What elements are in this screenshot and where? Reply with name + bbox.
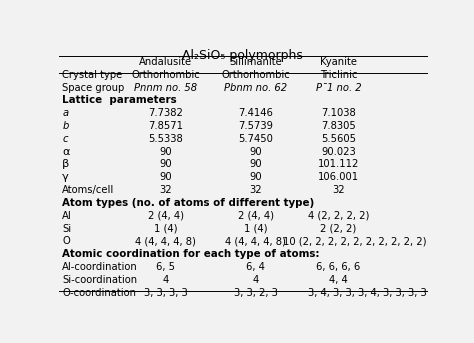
Text: 4 (4, 4, 4, 8): 4 (4, 4, 4, 8) <box>136 236 196 246</box>
Text: Pnnm no. 58: Pnnm no. 58 <box>134 83 197 93</box>
Text: Kyanite: Kyanite <box>320 57 357 67</box>
Text: 32: 32 <box>159 185 172 195</box>
Text: 4, 4: 4, 4 <box>329 275 348 285</box>
Text: 2 (2, 2): 2 (2, 2) <box>320 224 356 234</box>
Text: 7.8305: 7.8305 <box>321 121 356 131</box>
Text: 90: 90 <box>249 147 262 157</box>
Text: 90: 90 <box>249 159 262 169</box>
Text: 5.7450: 5.7450 <box>238 134 273 144</box>
Text: β: β <box>62 159 70 169</box>
Text: O: O <box>62 236 70 246</box>
Text: 90: 90 <box>159 147 172 157</box>
Text: 4 (4, 4, 4, 8): 4 (4, 4, 4, 8) <box>225 236 286 246</box>
Text: Pbnm no. 62: Pbnm no. 62 <box>224 83 287 93</box>
Text: 5.5338: 5.5338 <box>148 134 183 144</box>
Text: 4 (2, 2, 2, 2): 4 (2, 2, 2, 2) <box>308 211 369 221</box>
Text: 7.7382: 7.7382 <box>148 108 183 118</box>
Text: Atoms/cell: Atoms/cell <box>62 185 114 195</box>
Text: Lattice  parameters: Lattice parameters <box>62 95 177 105</box>
Text: 2 (4, 4): 2 (4, 4) <box>148 211 184 221</box>
Text: Orthorhombic: Orthorhombic <box>131 70 200 80</box>
Text: c: c <box>62 134 68 144</box>
Text: 6, 6, 6, 6: 6, 6, 6, 6 <box>316 262 361 272</box>
Text: 2 (4, 4): 2 (4, 4) <box>238 211 274 221</box>
Text: 106.001: 106.001 <box>318 172 359 182</box>
Text: Si: Si <box>62 224 71 234</box>
Text: 4: 4 <box>253 275 259 285</box>
Text: a: a <box>62 108 68 118</box>
Text: 6, 5: 6, 5 <box>156 262 175 272</box>
Text: 32: 32 <box>249 185 262 195</box>
Text: Al: Al <box>62 211 72 221</box>
Text: 7.4146: 7.4146 <box>238 108 273 118</box>
Text: 10 (2, 2, 2, 2, 2, 2, 2, 2, 2, 2): 10 (2, 2, 2, 2, 2, 2, 2, 2, 2, 2) <box>283 236 427 246</box>
Text: b: b <box>62 121 69 131</box>
Text: Crystal type: Crystal type <box>62 70 122 80</box>
Text: 90: 90 <box>249 172 262 182</box>
Text: 7.8571: 7.8571 <box>148 121 183 131</box>
Text: 90: 90 <box>159 159 172 169</box>
Text: 3, 3, 2, 3: 3, 3, 2, 3 <box>234 287 278 298</box>
Text: Andalusite: Andalusite <box>139 57 192 67</box>
Text: α: α <box>62 147 70 157</box>
Text: 90: 90 <box>159 172 172 182</box>
Text: 32: 32 <box>332 185 345 195</box>
Text: Al-coordination: Al-coordination <box>62 262 138 272</box>
Text: Triclinic: Triclinic <box>319 70 357 80</box>
Text: 3, 3, 3, 3: 3, 3, 3, 3 <box>144 287 188 298</box>
Text: Al₂SiO₅ polymorphs: Al₂SiO₅ polymorphs <box>182 49 303 61</box>
Text: 7.1038: 7.1038 <box>321 108 356 118</box>
Text: O-coordination: O-coordination <box>62 287 136 298</box>
Text: 7.5739: 7.5739 <box>238 121 273 131</box>
Text: Orthorhombic: Orthorhombic <box>221 70 290 80</box>
Text: Atom types (no. of atoms of different type): Atom types (no. of atoms of different ty… <box>62 198 314 208</box>
Text: γ: γ <box>62 172 69 182</box>
Text: Si-coordination: Si-coordination <box>62 275 137 285</box>
Text: 4: 4 <box>163 275 169 285</box>
Text: 3, 4, 3, 3, 3, 4, 3, 3, 3, 3: 3, 4, 3, 3, 3, 4, 3, 3, 3, 3 <box>308 287 427 298</box>
Text: Space group: Space group <box>62 83 125 93</box>
Text: P¯1 no. 2: P¯1 no. 2 <box>316 83 361 93</box>
Text: 6, 4: 6, 4 <box>246 262 265 272</box>
Text: 101.112: 101.112 <box>318 159 359 169</box>
Text: 1 (4): 1 (4) <box>154 224 178 234</box>
Text: Atomic coordination for each type of atoms:: Atomic coordination for each type of ato… <box>62 249 319 259</box>
Text: 1 (4): 1 (4) <box>244 224 267 234</box>
Text: 90.023: 90.023 <box>321 147 356 157</box>
Text: Sillimanite: Sillimanite <box>229 57 282 67</box>
Text: 5.5605: 5.5605 <box>321 134 356 144</box>
